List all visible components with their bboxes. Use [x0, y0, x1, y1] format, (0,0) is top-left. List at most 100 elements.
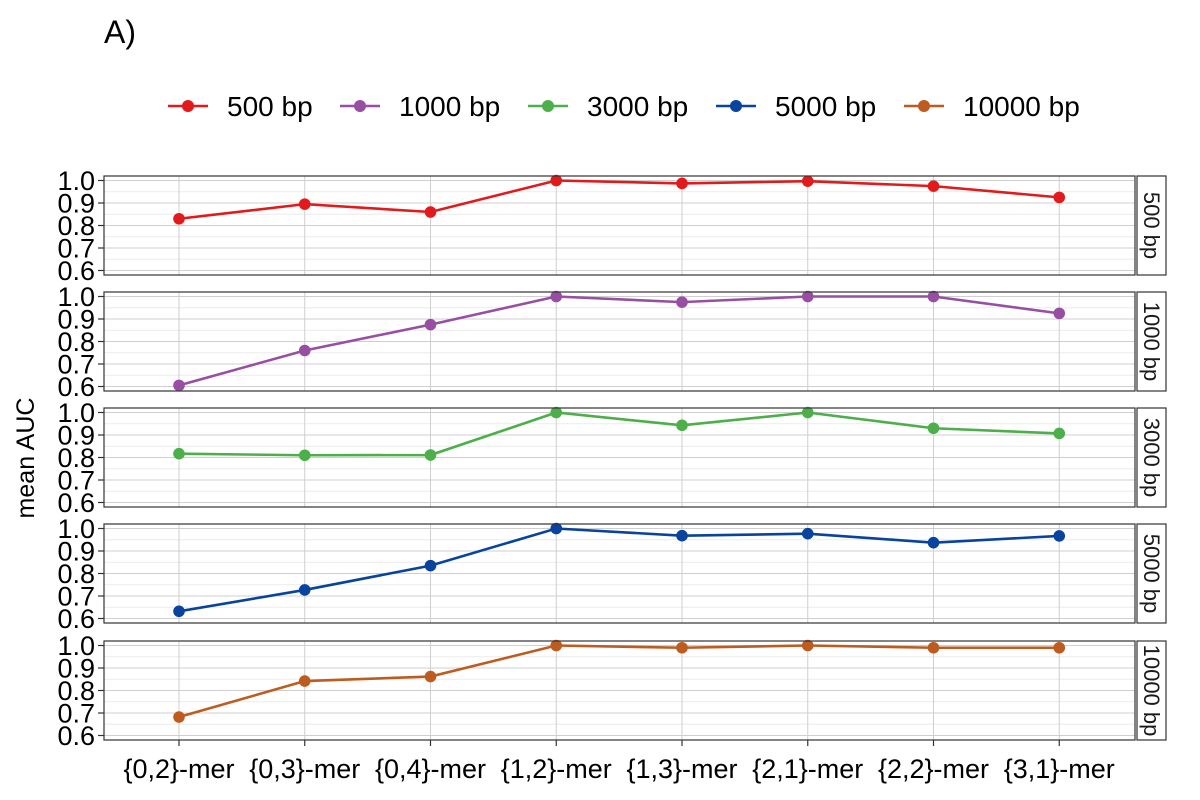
facet-strip-label: 10000 bp [1139, 645, 1164, 737]
data-point [927, 422, 940, 435]
y-tick-label: 1.0 [57, 631, 95, 661]
data-point [424, 318, 437, 331]
data-point [676, 419, 688, 432]
y-tick-label: 0.6 [57, 488, 95, 518]
y-tick-label: 0.8 [57, 676, 95, 706]
data-point [676, 296, 688, 308]
y-tick-label: 0.6 [57, 372, 95, 402]
legend: 500 bp 1000 bp 3000 bp 5000 bp 10000 bp [168, 91, 1080, 122]
y-tick-label: 0.8 [57, 211, 95, 241]
panel-border [103, 291, 1136, 392]
series-line [178, 179, 1060, 221]
y-tick-label: 0.8 [57, 327, 95, 357]
legend-label: 5000 bp [775, 91, 876, 122]
facet-strip-label: 500 bp [1139, 192, 1164, 259]
facet-panel: 0.60.70.80.91.0 3000 bp [57, 398, 1167, 518]
legend-label: 3000 bp [587, 91, 688, 122]
y-tick-label: 1.0 [57, 282, 95, 312]
legend-item: 500 bp [168, 91, 313, 122]
legend-item: 3000 bp [528, 91, 688, 122]
x-tick-label: {0,3}-mer [249, 754, 360, 784]
data-point [927, 180, 940, 192]
data-point [1053, 307, 1066, 320]
legend-label: 1000 bp [399, 91, 500, 122]
facet-strip-label: 5000 bp [1139, 534, 1164, 614]
y-tick-label: 1.0 [57, 398, 95, 428]
facet-strip [1136, 407, 1167, 508]
data-point [173, 447, 185, 460]
data-point [676, 529, 688, 542]
data-point [298, 449, 311, 462]
data-point [550, 174, 563, 187]
data-point [550, 522, 563, 535]
facet-strip [1136, 175, 1167, 276]
facet-strip [1136, 523, 1167, 624]
y-tick-label: 0.9 [57, 654, 95, 684]
data-point [927, 641, 940, 654]
legend-marker [354, 100, 366, 112]
y-tick-label: 0.7 [57, 466, 95, 496]
series-line [178, 527, 1060, 613]
y-tick-label: 0.7 [57, 234, 95, 264]
panel-tag: A) [104, 14, 136, 50]
series-line [178, 644, 1060, 719]
data-point [424, 670, 437, 683]
legend-marker [730, 100, 742, 112]
facet-panel: 0.60.70.80.91.0 5000 bp [57, 514, 1167, 634]
data-point [1053, 191, 1066, 204]
x-tick-label: {2,2}-mer [878, 754, 989, 784]
data-point [298, 198, 311, 210]
data-point [173, 605, 185, 618]
x-tick-label: {1,3}-mer [626, 754, 737, 784]
data-point [550, 639, 563, 652]
y-tick-label: 0.7 [57, 699, 95, 729]
y-tick-label: 0.8 [57, 443, 95, 473]
x-tick-label: {2,1}-mer [752, 754, 863, 784]
x-tick-label: {3,1}-mer [1004, 754, 1115, 784]
x-tick-label: {1,2}-mer [501, 754, 612, 784]
legend-item: 1000 bp [340, 91, 500, 122]
facet-strip [1136, 291, 1167, 392]
x-axis: {0,2}-mer {0,3}-mer {0,4}-mer {1,2}-mer {1,3… [123, 740, 1115, 784]
panel-border [103, 175, 1136, 276]
data-point [424, 559, 437, 572]
data-point [298, 675, 311, 687]
data-point [173, 212, 185, 225]
y-tick-label: 0.7 [57, 350, 95, 380]
y-tick-label: 0.9 [57, 305, 95, 335]
x-tick-label: {0,4}-mer [375, 754, 486, 784]
x-tick-label: {0,2}-mer [123, 754, 234, 784]
data-point [550, 406, 563, 419]
y-tick-label: 0.9 [57, 421, 95, 451]
legend-label: 10000 bp [963, 91, 1080, 122]
panel-border [103, 407, 1136, 508]
data-point [801, 406, 814, 419]
data-point [801, 527, 814, 540]
facet-strip-label: 1000 bp [1139, 302, 1164, 382]
data-point [801, 290, 814, 303]
legend-marker [182, 100, 194, 112]
panel-border [103, 523, 1136, 624]
data-point [927, 536, 940, 549]
data-point [1053, 427, 1066, 440]
facet-strip-label: 3000 bp [1139, 418, 1164, 498]
legend-marker [542, 100, 554, 112]
data-point [173, 711, 185, 723]
y-tick-label: 0.8 [57, 559, 95, 589]
y-tick-label: 0.6 [57, 256, 95, 286]
legend-marker [918, 100, 930, 112]
facet-panel: 0.60.70.80.91.0 10000 bp [57, 631, 1167, 751]
y-tick-label: 0.6 [57, 604, 95, 634]
y-tick-label: 1.0 [57, 166, 95, 196]
legend-item: 10000 bp [904, 91, 1080, 122]
data-point [676, 177, 688, 190]
y-tick-label: 0.9 [57, 537, 95, 567]
data-point [550, 290, 563, 303]
data-point [173, 379, 185, 392]
series-line [178, 411, 1060, 457]
data-point [927, 290, 940, 303]
data-point [801, 175, 814, 187]
y-tick-label: 1.0 [57, 514, 95, 544]
